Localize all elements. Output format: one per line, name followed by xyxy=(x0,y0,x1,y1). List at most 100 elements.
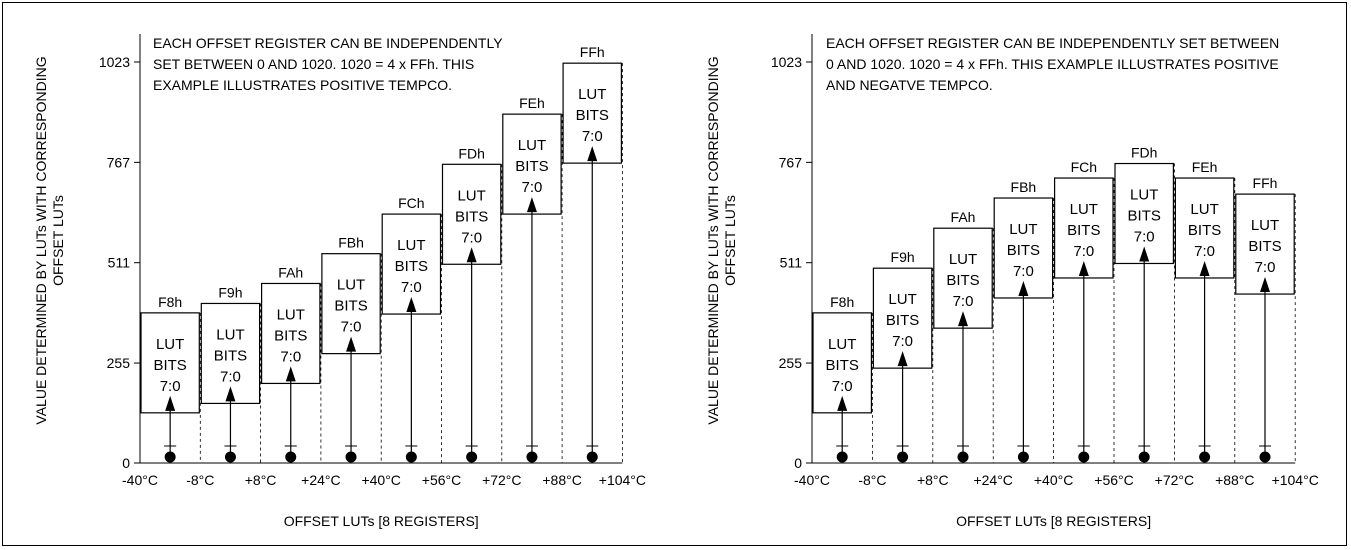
x-axis-label: OFFSET LUTs [8 REGISTERS] xyxy=(956,513,1151,529)
annotation-text: EACH OFFSET REGISTER CAN BE INDEPENDENTL… xyxy=(153,35,503,51)
offset-arrow-head xyxy=(1018,280,1029,296)
annotation-text: AND NEGATVE TEMPCO. xyxy=(826,77,993,93)
lut-box-text: 7:0 xyxy=(832,378,853,395)
x-tick-label: +24°C xyxy=(301,472,340,488)
offset-arrow-head xyxy=(526,197,537,213)
offset-arrow-head xyxy=(958,311,968,327)
lut-box-text: BITS xyxy=(153,357,186,374)
x-tick-label: +104°C xyxy=(599,472,646,488)
x-tick-label: +72°C xyxy=(1155,472,1194,488)
lut-box-text: LUT xyxy=(1130,187,1158,204)
x-axis-label: OFFSET LUTs [8 REGISTERS] xyxy=(284,513,479,529)
lut-box-text: LUT xyxy=(1190,201,1218,218)
annotation-text: EACH OFFSET REGISTER CAN BE INDEPENDENTL… xyxy=(826,35,1279,51)
y-tick-label: 1023 xyxy=(771,54,802,70)
lut-box-text: BITS xyxy=(334,298,367,315)
y-tick-label: 0 xyxy=(794,455,802,471)
register-label: FCh xyxy=(1071,159,1097,175)
lut-box-text: BITS xyxy=(274,327,307,344)
y-tick-label: 511 xyxy=(780,255,803,271)
offset-arrow-head xyxy=(1139,246,1150,262)
y-tick-label: 767 xyxy=(107,154,131,170)
lut-box-text: BITS xyxy=(515,158,548,175)
lut-box-text: LUT xyxy=(337,277,365,294)
annotation-text: 0 AND 1020. 1020 = 4 x FFh. THIS EXAMPLE… xyxy=(826,56,1279,72)
lut-box-text: 7:0 xyxy=(280,348,301,365)
lut-box-text: 7:0 xyxy=(341,319,362,336)
offset-arrow-head xyxy=(1199,260,1210,276)
x-tick-label: +104°C xyxy=(1272,472,1319,488)
register-label: FBh xyxy=(1011,179,1037,195)
register-label: FEh xyxy=(519,95,545,111)
lut-box-text: 7:0 xyxy=(892,333,913,350)
x-tick-label: -40°C xyxy=(122,472,158,488)
x-tick-label: -8°C xyxy=(858,472,886,488)
x-tick-label: -40°C xyxy=(794,472,830,488)
y-axis-label: VALUE DETERMINED BY LUTs WITH CORRESPOND… xyxy=(705,56,721,424)
lut-box-text: 7:0 xyxy=(522,179,543,196)
x-tick-label: -8°C xyxy=(186,472,214,488)
annotation-text: EXAMPLE ILLUSTRATES POSITIVE TEMPCO. xyxy=(153,77,452,93)
offset-arrow-head xyxy=(225,386,236,402)
lut-box-text: LUT xyxy=(1070,201,1098,218)
lut-box-text: BITS xyxy=(576,107,609,124)
lut-box-text: 7:0 xyxy=(953,293,974,310)
offset-arrow-head xyxy=(165,395,176,411)
lut-box-text: LUT xyxy=(277,306,305,323)
lut-box-text: LUT xyxy=(578,86,606,103)
register-label: FAh xyxy=(951,209,976,225)
offset-arrow-head xyxy=(897,351,908,367)
y-tick-label: 767 xyxy=(779,154,803,170)
lut-box-text: LUT xyxy=(828,336,856,353)
y-tick-label: 255 xyxy=(107,355,131,371)
y-tick-label: 0 xyxy=(122,455,130,471)
lut-box-text: BITS xyxy=(1188,222,1221,239)
x-tick-label: +88°C xyxy=(1215,472,1254,488)
register-label: F8h xyxy=(158,294,182,310)
offset-arrow-head xyxy=(1260,277,1270,293)
y-tick-label: 511 xyxy=(108,255,131,271)
lut-box-text: 7:0 xyxy=(220,368,241,385)
lut-box-text: BITS xyxy=(826,357,859,374)
lut-box-text: BITS xyxy=(455,208,488,225)
lut-box-text: 7:0 xyxy=(461,229,482,246)
lut-box-text: LUT xyxy=(949,251,977,268)
x-tick-label: +8°C xyxy=(917,472,949,488)
lut-box-text: 7:0 xyxy=(1013,263,1034,280)
x-tick-label: +24°C xyxy=(973,472,1012,488)
lut-box-text: 7:0 xyxy=(1134,229,1155,246)
lut-box-text: LUT xyxy=(457,187,485,204)
offset-arrow-head xyxy=(587,146,598,162)
lut-box-text: BITS xyxy=(1248,238,1281,255)
lut-box-text: LUT xyxy=(1009,221,1037,238)
lut-box-text: BITS xyxy=(946,272,979,289)
x-tick-label: +72°C xyxy=(482,472,521,488)
register-label: F9h xyxy=(891,249,915,265)
register-label: F9h xyxy=(218,284,242,300)
lut-box xyxy=(441,163,502,265)
register-label: FBh xyxy=(338,235,364,251)
offset-arrow-head xyxy=(837,395,848,411)
y-tick-label: 255 xyxy=(779,355,803,371)
lut-box-text: 7:0 xyxy=(582,128,603,145)
lut-box-text: 7:0 xyxy=(1194,243,1215,260)
register-label: FAh xyxy=(278,264,303,280)
annotation-text: SET BETWEEN 0 AND 1020. 1020 = 4 x FFh. … xyxy=(153,56,474,72)
lut-box-text: BITS xyxy=(1067,222,1100,239)
lut-box-text: LUT xyxy=(156,336,184,353)
x-tick-label: +40°C xyxy=(1034,472,1073,488)
x-tick-label: +8°C xyxy=(245,472,277,488)
y-axis-label: OFFSET LUTs xyxy=(50,195,66,286)
y-axis-label: OFFSET LUTs xyxy=(722,195,738,286)
offset-arrow-head xyxy=(466,247,477,263)
chart-panel-2: 0 255 511 767 1023 VALUE DETERMINED BY LUTs W… xyxy=(705,34,1319,529)
lut-box-text: BITS xyxy=(1128,208,1161,225)
x-tick-label: +88°C xyxy=(542,472,581,488)
register-label: FDh xyxy=(458,145,484,161)
lut-box-text: BITS xyxy=(395,258,428,275)
lut-box-text: 7:0 xyxy=(1073,243,1094,260)
register-label: FEh xyxy=(1192,159,1218,175)
lut-box-text: 7:0 xyxy=(160,378,181,395)
offset-arrow-head xyxy=(285,366,296,382)
